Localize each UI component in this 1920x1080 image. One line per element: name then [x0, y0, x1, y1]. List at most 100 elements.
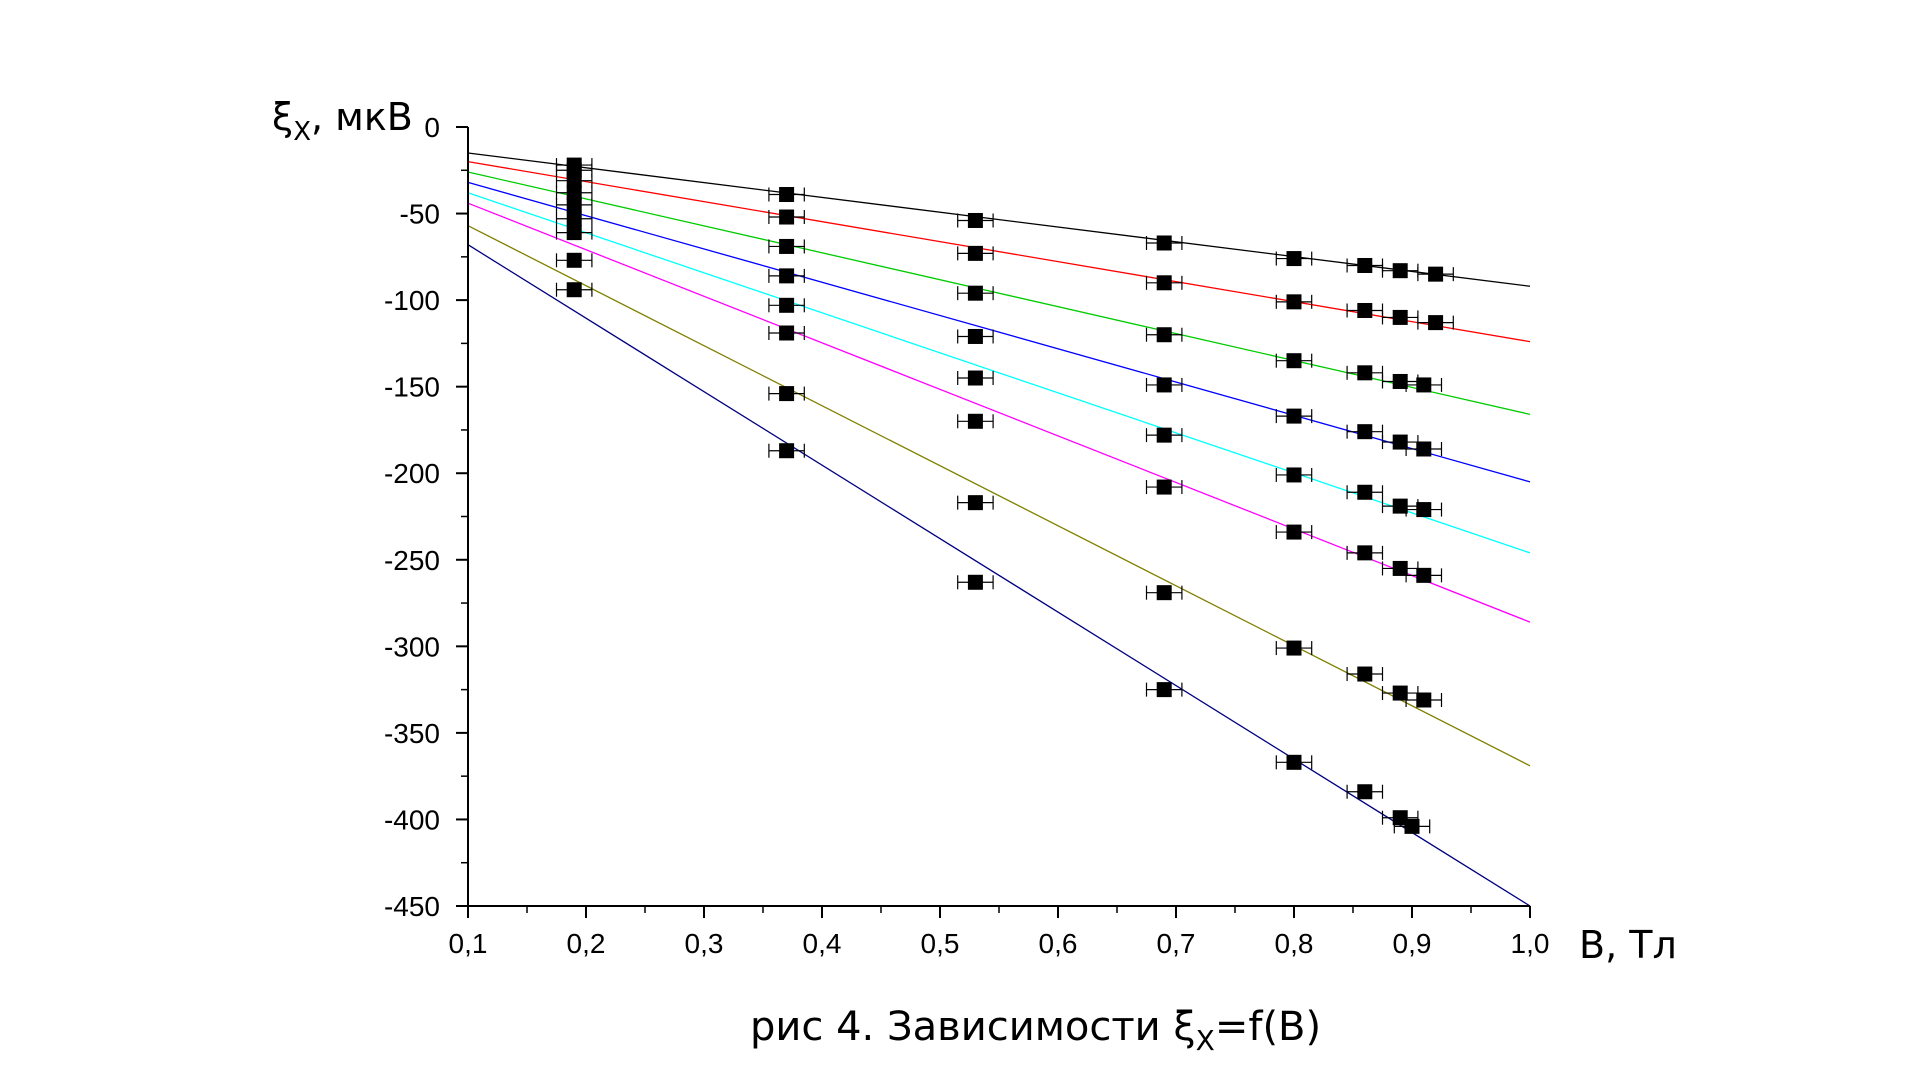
- data-point: [1357, 666, 1373, 682]
- y-tick-label: -50: [400, 199, 440, 230]
- data-point: [967, 495, 983, 511]
- data-point: [1286, 408, 1302, 424]
- data-point: [566, 225, 582, 241]
- data-point: [967, 285, 983, 301]
- fit-line: [467, 244, 1531, 907]
- data-point: [1156, 585, 1172, 601]
- data-point: [1428, 266, 1444, 282]
- data-point: [1416, 692, 1432, 708]
- y-tick-label: -300: [384, 631, 440, 662]
- data-point: [1156, 479, 1172, 495]
- caption-sub: X: [1196, 1024, 1215, 1057]
- data-point: [1416, 377, 1432, 393]
- data-point: [779, 297, 795, 313]
- data-point: [967, 413, 983, 429]
- data-point: [1428, 315, 1444, 331]
- x-axis-title: B, Тл: [1579, 923, 1677, 967]
- y-tick-label: -450: [384, 891, 440, 922]
- data-point: [566, 282, 582, 298]
- fit-line: [467, 225, 1531, 767]
- y-axis-title-rest: , мкВ: [311, 95, 413, 139]
- data-point: [566, 197, 582, 213]
- data-point: [967, 245, 983, 261]
- data-point: [1286, 754, 1302, 770]
- y-tick-label: -400: [384, 804, 440, 835]
- x-tick-label: 0,9: [1393, 928, 1432, 959]
- data-point: [1286, 640, 1302, 656]
- x-tick-label: 0,1: [449, 928, 488, 959]
- y-tick-label: 0: [424, 112, 440, 143]
- data-point: [1416, 441, 1432, 457]
- data-point: [1392, 560, 1408, 576]
- data-point: [779, 443, 795, 459]
- data-point: [967, 212, 983, 228]
- data-point: [779, 209, 795, 225]
- data-point: [1156, 682, 1172, 698]
- data-point: [1286, 524, 1302, 540]
- data-point: [779, 187, 795, 203]
- y-tick-label: -200: [384, 458, 440, 489]
- y-tick-label: -100: [384, 285, 440, 316]
- data-point: [566, 211, 582, 227]
- data-point: [967, 574, 983, 590]
- data-point: [1156, 275, 1172, 291]
- x-tick-label: 0,8: [1275, 928, 1314, 959]
- x-tick-label: 0,6: [1039, 928, 1078, 959]
- data-point: [1416, 567, 1432, 583]
- data-point: [1156, 377, 1172, 393]
- data-point: [779, 238, 795, 254]
- x-tick-label: 0,7: [1157, 928, 1196, 959]
- fit-lines: [467, 152, 1531, 907]
- data-point: [1156, 427, 1172, 443]
- data-point: [1286, 294, 1302, 310]
- x-tick-label: 0,5: [921, 928, 960, 959]
- fit-line: [467, 160, 1531, 343]
- data-point: [1156, 235, 1172, 251]
- data-point: [1357, 484, 1373, 500]
- caption-rest: =f(B): [1215, 1004, 1321, 1050]
- data-point: [1416, 502, 1432, 518]
- data-point: [566, 252, 582, 268]
- data-point: [1392, 810, 1408, 826]
- data-point: [1392, 685, 1408, 701]
- data-point: [1392, 434, 1408, 450]
- data-point: [1392, 309, 1408, 325]
- data-point: [1357, 302, 1373, 318]
- data-point: [1357, 365, 1373, 381]
- x-tick-label: 0,2: [567, 928, 606, 959]
- y-tick-label: -150: [384, 372, 440, 403]
- data-point: [1357, 257, 1373, 273]
- data-point: [967, 370, 983, 386]
- fit-line: [467, 171, 1531, 415]
- y-axis-title-symbol: ξ: [272, 95, 293, 139]
- data-point: [1392, 373, 1408, 389]
- tick-labels: 0,1 0,2 0,3 0,4 0,5 0,6 0,7 0,8 0,9 1,0 0 -50 -100 -1…: [384, 112, 1550, 959]
- caption-symbol: ξ: [1173, 1004, 1195, 1050]
- x-tick-label: 0,3: [685, 928, 724, 959]
- data-point: [1286, 353, 1302, 369]
- caption-text: рис 4. Зависимости: [750, 1004, 1173, 1050]
- data-point: [779, 325, 795, 341]
- data-point: [1156, 327, 1172, 343]
- y-axis-title: ξX, мкВ: [272, 95, 413, 147]
- data-point: [1357, 784, 1373, 800]
- y-tick-label: -250: [384, 545, 440, 576]
- data-point: [1286, 251, 1302, 267]
- data-point: [779, 268, 795, 284]
- data-point: [1392, 498, 1408, 514]
- data-point: [1392, 263, 1408, 279]
- figure-caption: рис 4. Зависимости ξX=f(B): [750, 1004, 1321, 1057]
- data-point: [1404, 818, 1420, 834]
- data-point: [1286, 467, 1302, 483]
- data-markers: [566, 157, 1444, 834]
- axes: [456, 126, 1531, 918]
- y-tick-label: -350: [384, 718, 440, 749]
- data-point: [1357, 424, 1373, 440]
- data-point: [1357, 545, 1373, 561]
- data-point: [967, 328, 983, 344]
- fit-line: [467, 152, 1531, 287]
- x-tick-label: 1,0: [1511, 928, 1550, 959]
- data-point: [779, 386, 795, 402]
- data-point: [566, 173, 582, 189]
